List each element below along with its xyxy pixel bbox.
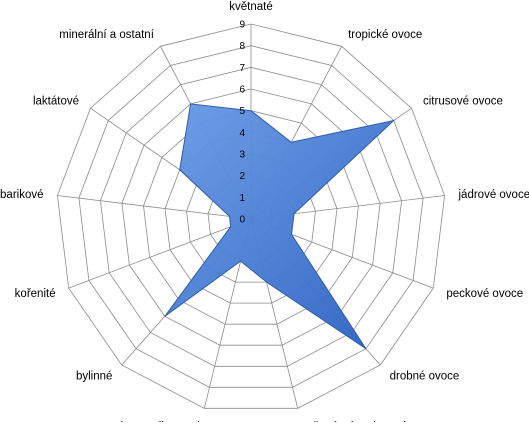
tick-label-4: 4: [239, 128, 245, 139]
category-label-0: květnaté: [229, 1, 272, 13]
tick-label-1: 1: [239, 193, 245, 204]
tick-label-6: 6: [239, 85, 245, 96]
tick-label-0: 0: [239, 215, 245, 226]
data-area-series-0: [165, 104, 394, 349]
tick-label-3: 3: [239, 150, 245, 161]
category-label-8: bylinné: [76, 370, 112, 382]
category-label-12: minerální a ostatní: [59, 29, 154, 41]
category-label-3: jádrové ovoce: [458, 189, 529, 201]
tick-label-9: 9: [239, 20, 245, 31]
category-label-9: kořenité: [15, 288, 56, 300]
category-label-2: citrusové ovoce: [423, 95, 503, 107]
category-label-4: peckové ovoce: [446, 288, 523, 300]
tick-label-8: 8: [239, 41, 245, 52]
tick-label-7: 7: [239, 63, 245, 74]
category-label-11: laktátové: [33, 95, 79, 107]
category-label-1: tropické ovoce: [348, 29, 422, 41]
data-area-layer: [165, 104, 394, 349]
category-label-5: drobné ovoce: [390, 370, 460, 382]
tick-label-5: 5: [239, 106, 245, 117]
tick-label-2: 2: [239, 171, 245, 182]
category-label-10: barikové: [0, 189, 43, 201]
